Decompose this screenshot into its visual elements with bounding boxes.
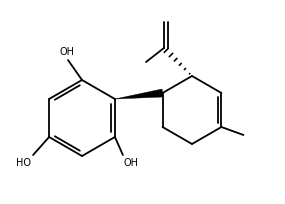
Text: OH: OH	[60, 47, 74, 57]
Polygon shape	[115, 89, 163, 99]
Text: OH: OH	[124, 158, 139, 168]
Text: HO: HO	[16, 158, 31, 168]
